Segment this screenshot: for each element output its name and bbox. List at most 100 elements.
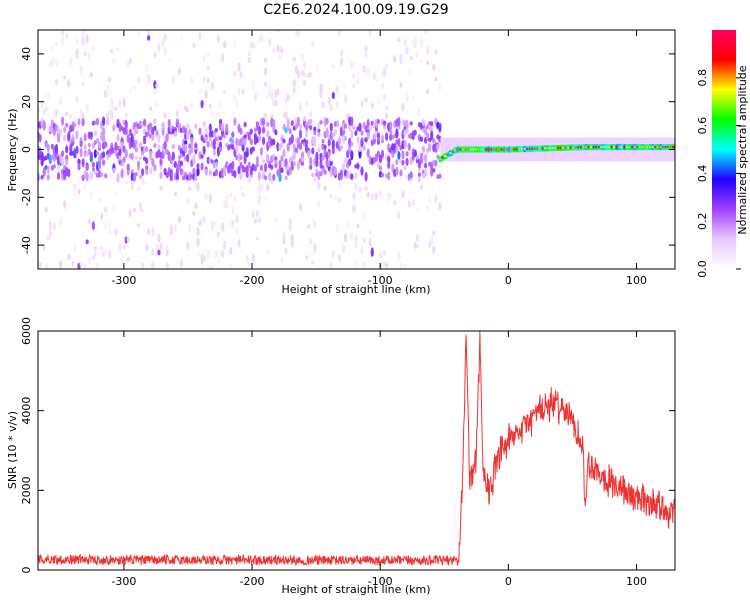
spectrogram-cell	[87, 57, 91, 62]
spectrogram-cell	[356, 78, 360, 85]
spectrogram-cell	[284, 175, 288, 181]
spectrogram-cell	[327, 151, 331, 157]
spectrogram-cell	[79, 65, 83, 76]
spectrogram-cell	[206, 265, 210, 269]
spectrogram-cell	[360, 246, 364, 256]
spectrogram-cell	[331, 92, 335, 100]
spectrogram-cell	[247, 50, 251, 57]
spectrogram-cell	[75, 130, 79, 140]
spectrogram-cell	[204, 136, 208, 142]
spectrogram-cell	[179, 36, 184, 43]
spectrogram-cell	[339, 49, 344, 57]
spectrogram-cell	[424, 30, 428, 35]
spectrogram-cell	[198, 127, 202, 136]
spectrogram-cell	[296, 116, 300, 127]
spectrogram-cell	[329, 122, 333, 132]
spectrogram-cell	[177, 216, 182, 224]
spectrogram-cell	[171, 143, 175, 150]
spectrogram-cell	[190, 136, 194, 147]
spectrogram-cell	[329, 160, 333, 167]
spectrogram-cell	[225, 194, 229, 202]
spectrogram-cell	[202, 254, 206, 262]
spectrogram-cell	[40, 99, 44, 108]
spectrogram-cell	[145, 169, 149, 176]
spectrogram-cell	[128, 87, 132, 93]
spectrogram-cell	[85, 102, 89, 113]
spectrogram-cell	[413, 149, 417, 158]
spectrogram-cell	[337, 136, 342, 146]
spectrogram-cell	[218, 101, 223, 107]
spectrogram-cell	[126, 169, 130, 176]
spectrogram-cell	[339, 169, 344, 177]
spectrogram-cell	[108, 222, 112, 228]
spectrogram-cell	[405, 46, 409, 55]
spectrogram-cell	[387, 171, 391, 181]
spectrogram-cell	[202, 215, 206, 225]
spectrogram-cell	[192, 42, 196, 49]
spectrogram-cell	[372, 72, 376, 79]
spectrogram-cell	[272, 138, 276, 146]
spectrogram-cell	[315, 64, 319, 72]
spectrogram-cell	[159, 163, 163, 170]
spectrogram-cell	[376, 137, 380, 142]
spectrogram-cell	[350, 173, 354, 181]
spectrogram-cell	[266, 92, 270, 99]
spectrogram-cell	[290, 234, 294, 243]
spectrogram-cell	[167, 57, 171, 62]
spectrogram-cell	[200, 154, 204, 159]
spectrogram-cell	[352, 83, 356, 89]
spectrogram-cell	[311, 260, 315, 265]
spectrogram-cell	[89, 151, 93, 158]
x-tick-label: -100	[368, 575, 393, 588]
spectrogram-cell	[91, 167, 95, 172]
spectrogram-cell	[323, 169, 327, 176]
spectrogram-cell	[255, 210, 259, 218]
spectrogram-cell	[243, 154, 247, 165]
spectrogram-cell	[309, 118, 313, 125]
spectrogram-cell	[407, 69, 411, 75]
spectrogram-cell	[432, 230, 436, 236]
spectrogram-cell	[352, 72, 356, 80]
spectrogram-cell	[374, 192, 378, 200]
spectrogram-cell	[235, 145, 239, 153]
spectrogram-cell	[399, 262, 403, 269]
spectrogram-cell	[67, 171, 71, 178]
spectrogram-cell	[130, 181, 134, 191]
spectrogram-cell	[354, 241, 358, 248]
spectrogram-cell	[413, 35, 417, 43]
spectrogram-cell	[245, 165, 249, 174]
spectrogram-cell	[89, 190, 93, 200]
spectrogram-cell	[329, 193, 333, 199]
spectrogram-cell	[97, 162, 102, 170]
spectrogram-cell	[430, 130, 434, 141]
spectrogram-cell	[255, 155, 259, 165]
spectrogram-cell	[339, 57, 344, 67]
spectrogram-cell	[311, 219, 315, 224]
spectrogram-cell	[290, 133, 294, 144]
spectrogram-cell	[438, 82, 442, 92]
spectrogram-cell	[383, 68, 387, 77]
spectrogram-cell	[75, 38, 79, 45]
spectrogram-cell	[243, 137, 247, 146]
spectrogram-cell	[136, 77, 141, 83]
spectrogram-cell	[251, 83, 255, 90]
spectrogram-cell	[245, 254, 249, 262]
spectrogram-cell	[434, 76, 438, 82]
spectrogram-cell	[179, 160, 184, 167]
spectrogram-cell	[134, 139, 138, 146]
spectrogram-cell	[309, 156, 313, 166]
spectrogram-cell	[317, 181, 321, 190]
spectrogram-cell	[75, 145, 79, 155]
spectrogram-cell	[399, 169, 403, 177]
spectrogram-cell	[424, 162, 428, 169]
spectrogram-cell	[313, 221, 317, 228]
spectrogram-cell	[282, 138, 286, 144]
spectrogram-cell	[124, 112, 128, 118]
spectrogram-cell	[311, 41, 315, 48]
spectrogram-cell	[366, 131, 370, 140]
spectrogram-cell	[378, 165, 383, 171]
spectrogram-cell	[389, 134, 393, 141]
spectrogram-cell	[106, 112, 110, 119]
spectrogram-cell	[114, 190, 118, 198]
